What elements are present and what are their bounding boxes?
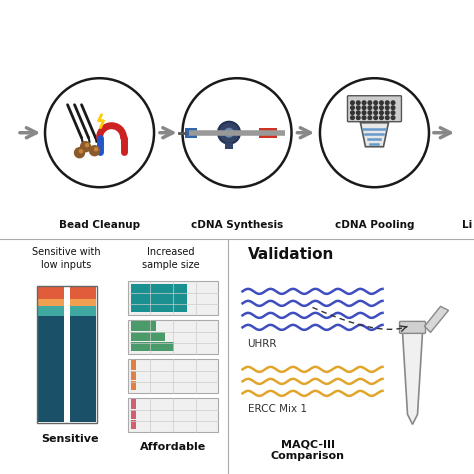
Polygon shape [360, 123, 389, 147]
Circle shape [368, 106, 372, 109]
Text: Sensitive with
low inputs: Sensitive with low inputs [32, 247, 100, 270]
Polygon shape [402, 332, 422, 424]
Bar [131, 381, 137, 391]
Circle shape [380, 111, 383, 115]
Circle shape [380, 116, 383, 119]
Text: Increased
sample size: Increased sample size [142, 247, 200, 270]
Circle shape [356, 111, 360, 115]
Circle shape [385, 116, 389, 119]
Bar [131, 342, 174, 351]
Circle shape [368, 101, 372, 105]
Bar [128, 282, 218, 315]
Bar [38, 300, 64, 306]
Text: Affordable: Affordable [140, 442, 206, 452]
Bar [38, 306, 64, 316]
Circle shape [74, 148, 84, 158]
Text: cDNA Pooling: cDNA Pooling [335, 220, 414, 230]
Circle shape [351, 116, 354, 119]
Text: UHRR: UHRR [247, 339, 277, 349]
Circle shape [380, 101, 383, 105]
Bar [131, 360, 137, 370]
Circle shape [374, 116, 377, 119]
Text: Bead Cleanup: Bead Cleanup [59, 220, 140, 230]
Bar [131, 400, 137, 409]
Circle shape [351, 111, 354, 115]
FancyBboxPatch shape [347, 96, 401, 122]
Text: cDNA Synthesis: cDNA Synthesis [191, 220, 283, 230]
Circle shape [85, 144, 89, 147]
Bar [131, 410, 137, 419]
Circle shape [362, 106, 366, 109]
Text: Validation: Validation [247, 247, 334, 263]
Bar [70, 316, 96, 422]
Bar [185, 128, 197, 138]
Circle shape [224, 128, 234, 138]
Polygon shape [425, 306, 448, 332]
Circle shape [385, 106, 389, 109]
Text: Li: Li [462, 220, 472, 230]
Circle shape [351, 101, 354, 105]
Bar [131, 371, 137, 380]
FancyBboxPatch shape [400, 321, 426, 333]
Circle shape [385, 101, 389, 105]
Circle shape [81, 142, 91, 152]
Bar [38, 287, 64, 300]
Circle shape [380, 106, 383, 109]
Circle shape [356, 116, 360, 119]
Text: Sensitive: Sensitive [41, 434, 99, 444]
Circle shape [368, 111, 372, 115]
Bar [37, 286, 97, 423]
Circle shape [385, 111, 389, 115]
Bar [128, 359, 218, 393]
Circle shape [80, 150, 82, 153]
Circle shape [391, 116, 395, 119]
Bar [128, 398, 218, 432]
Bar [131, 284, 187, 312]
Circle shape [368, 116, 372, 119]
Circle shape [351, 106, 354, 109]
Bar [259, 128, 277, 138]
Circle shape [374, 101, 377, 105]
Bar [131, 321, 156, 331]
Circle shape [356, 106, 360, 109]
Bar [128, 320, 218, 355]
Bar [70, 306, 96, 316]
Bar [131, 332, 165, 341]
Circle shape [391, 101, 395, 105]
Circle shape [391, 106, 395, 109]
Circle shape [218, 122, 240, 144]
Circle shape [356, 101, 360, 105]
Circle shape [391, 111, 395, 115]
Text: MAQC-III
Comparison: MAQC-III Comparison [271, 439, 345, 461]
Circle shape [374, 106, 377, 109]
Circle shape [90, 146, 100, 156]
Bar [225, 143, 233, 149]
Circle shape [374, 111, 377, 115]
Circle shape [94, 148, 98, 151]
Bar [70, 287, 96, 300]
Circle shape [362, 111, 366, 115]
Text: ERCC Mix 1: ERCC Mix 1 [247, 404, 307, 414]
Circle shape [362, 101, 366, 105]
Bar [131, 420, 137, 429]
Circle shape [362, 116, 366, 119]
Bar [70, 300, 96, 306]
Bar [38, 316, 64, 422]
